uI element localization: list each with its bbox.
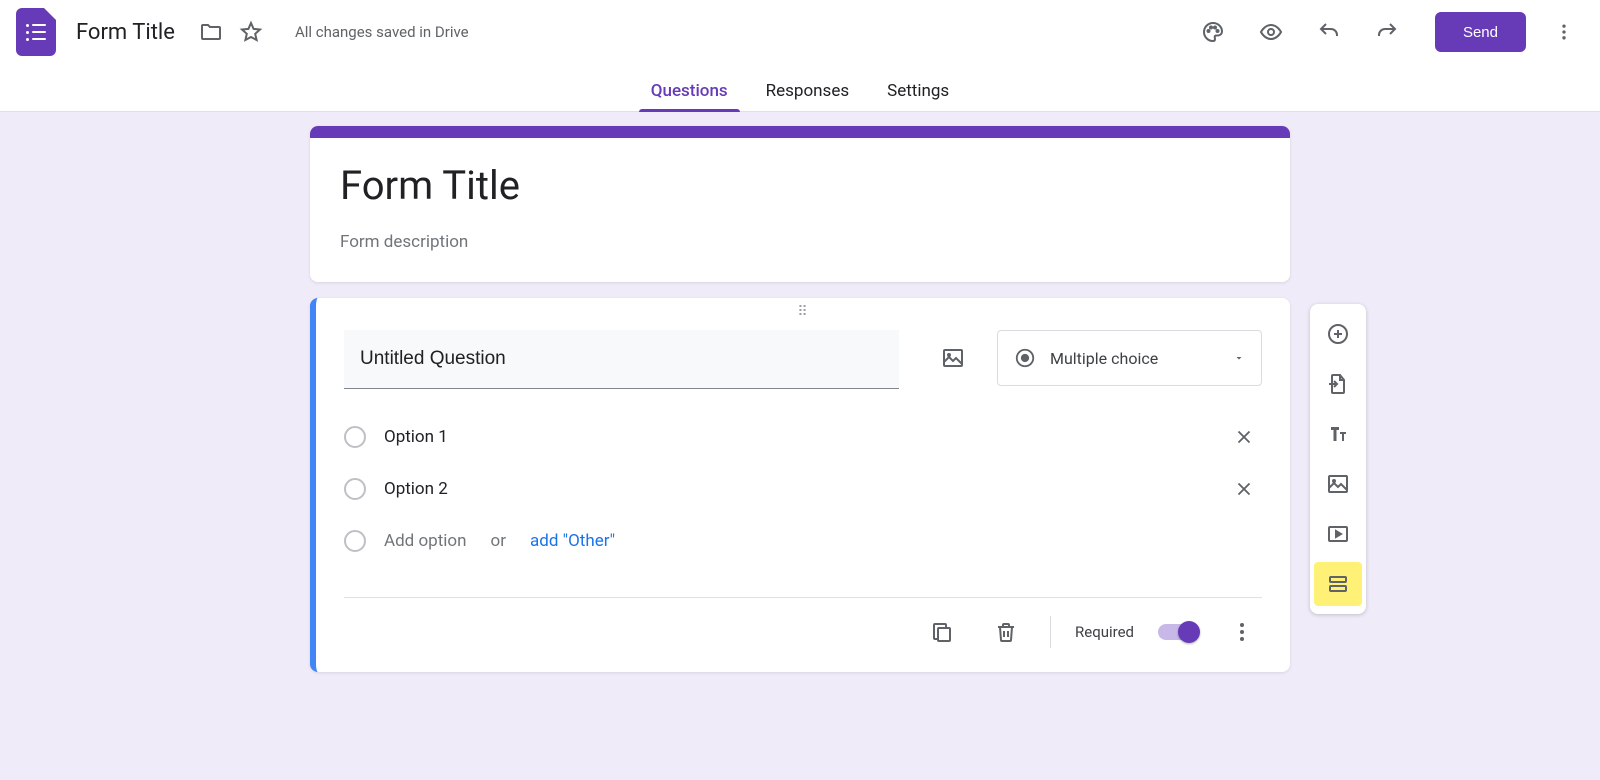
add-question-icon[interactable] (1314, 312, 1362, 356)
import-questions-icon[interactable] (1314, 362, 1362, 406)
undo-icon[interactable] (1309, 12, 1349, 52)
radio-icon (344, 426, 366, 448)
main-tabs: Questions Responses Settings (0, 64, 1600, 112)
form-title[interactable]: Form Title (340, 162, 1260, 210)
accent-bar (310, 126, 1290, 138)
delete-icon[interactable] (986, 612, 1026, 652)
palette-icon[interactable] (1193, 12, 1233, 52)
option-row[interactable]: Option 1 (344, 411, 1262, 463)
option-label[interactable]: Option 1 (384, 427, 448, 447)
add-image-icon[interactable] (1314, 462, 1362, 506)
remove-option-icon[interactable] (1226, 471, 1262, 507)
add-video-icon[interactable] (1314, 512, 1362, 556)
star-icon[interactable] (231, 12, 271, 52)
question-more-icon[interactable] (1222, 612, 1262, 652)
drag-handle-icon[interactable]: ⠿ (316, 298, 1290, 324)
or-label: or (491, 531, 506, 551)
required-label: Required (1075, 623, 1134, 641)
add-section-icon[interactable] (1314, 562, 1362, 606)
save-status: All changes saved in Drive (295, 23, 469, 41)
add-other-button[interactable]: add "Other" (530, 531, 615, 551)
form-header-card[interactable]: Form Title Form description (310, 126, 1290, 282)
radio-icon (344, 530, 366, 552)
remove-option-icon[interactable] (1226, 419, 1262, 455)
add-option-row: Add option or add "Other" (344, 515, 1262, 567)
forms-logo[interactable] (16, 8, 56, 56)
required-toggle[interactable] (1158, 624, 1198, 640)
radio-icon (344, 478, 366, 500)
options-list: Option 1 Option 2 Add op (344, 411, 1262, 567)
question-type-select[interactable]: Multiple choice (997, 330, 1262, 386)
add-title-icon[interactable] (1314, 412, 1362, 456)
document-title[interactable]: Form Title (76, 20, 175, 45)
add-image-icon[interactable] (929, 334, 977, 382)
question-footer: Required (344, 597, 1262, 652)
form-description[interactable]: Form description (340, 232, 1260, 252)
folder-icon[interactable] (191, 12, 231, 52)
question-card[interactable]: ⠿ Multiple choice (310, 298, 1290, 672)
tab-questions[interactable]: Questions (647, 81, 732, 111)
question-type-label: Multiple choice (1050, 349, 1158, 368)
redo-icon[interactable] (1367, 12, 1407, 52)
more-menu-icon[interactable] (1544, 22, 1584, 42)
chevron-down-icon (1233, 349, 1245, 368)
duplicate-icon[interactable] (922, 612, 962, 652)
send-button[interactable]: Send (1435, 12, 1526, 52)
option-row[interactable]: Option 2 (344, 463, 1262, 515)
radio-icon (1014, 347, 1036, 369)
question-title-input[interactable] (344, 330, 899, 389)
tab-settings[interactable]: Settings (883, 81, 953, 111)
tab-responses[interactable]: Responses (762, 81, 853, 111)
option-label[interactable]: Option 2 (384, 479, 448, 499)
preview-icon[interactable] (1251, 12, 1291, 52)
add-option-button[interactable]: Add option (384, 531, 467, 551)
divider (1050, 616, 1051, 648)
form-canvas: Form Title Form description ⠿ Multiple c… (0, 112, 1600, 780)
app-header: Form Title All changes saved in Drive Se… (0, 0, 1600, 64)
side-toolbar (1310, 304, 1366, 614)
